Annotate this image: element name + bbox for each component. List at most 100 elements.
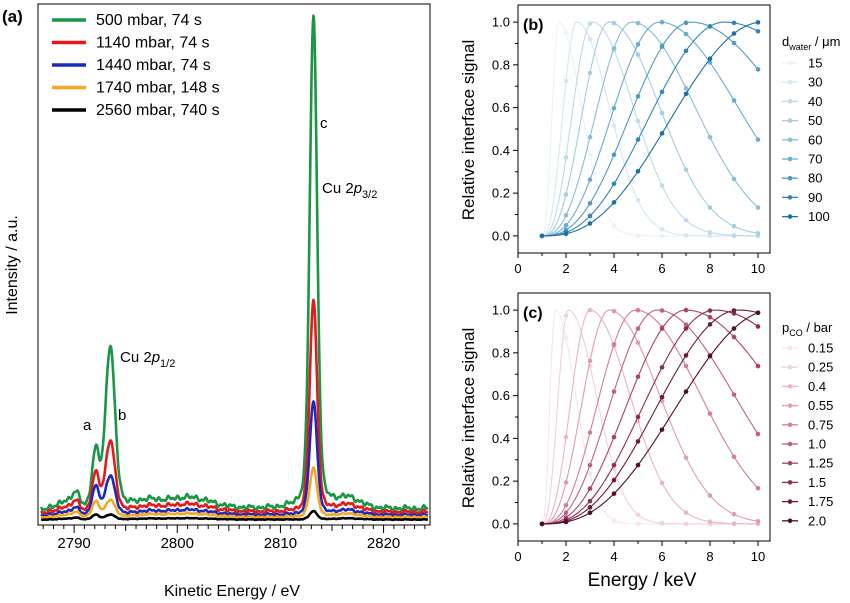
legend-swatch-marker [787, 480, 793, 485]
legend-swatch-marker [787, 214, 793, 219]
panel-a: (a) 2790 2800 2810 2820 Kinetic Energy / eV… [2, 3, 431, 600]
legend-swatch-marker [787, 137, 793, 143]
legend-label: 0.4 [808, 379, 826, 394]
panel-c: (c) Relative interface signal Energy / k… [459, 292, 833, 591]
series-point [731, 392, 737, 397]
series-line [541, 21, 759, 237]
panel-c-axes: 0 2 4 6 8 10 0.0 0.2 0.4 0.6 0.8 1.0 [492, 303, 765, 564]
series-point [563, 480, 569, 485]
legend-swatch-marker [787, 364, 793, 370]
legend-label: 0.75 [808, 417, 833, 432]
series-point [611, 462, 617, 468]
series-point [611, 123, 617, 128]
panel-a-legend-label: 2560 mbar, 740 s [96, 102, 220, 119]
panel-a-series-line [40, 509, 429, 522]
series-point [539, 521, 545, 527]
series-point [683, 322, 689, 328]
series-point [731, 223, 737, 229]
series-point [683, 363, 689, 369]
series-point [635, 439, 641, 444]
series-point [707, 314, 713, 320]
series-line [542, 21, 759, 237]
legend-swatch-marker [787, 118, 793, 123]
panel-a-legend-label: 1740 mbar, 148 s [96, 80, 220, 97]
series-point [683, 31, 689, 37]
legend-label: 15 [808, 56, 822, 71]
panel-a-y-label: Intensity / a.u. [4, 215, 21, 315]
series-point [659, 226, 665, 232]
series-point [635, 52, 641, 57]
x-tick-label: 0 [514, 261, 521, 276]
legend-label: 60 [808, 132, 822, 147]
series-point [563, 192, 569, 197]
series-point [755, 431, 761, 437]
panel-a-x-tick-label: 2820 [367, 535, 400, 552]
series-point [755, 310, 761, 316]
series-point [683, 20, 689, 26]
panel-c-legend: 0.15 0.25 0.4 0.55 0.75 1.0 1.25 1.5 1.75 2.0 [782, 341, 833, 528]
y-tick-label: 0.0 [492, 516, 510, 531]
series-point [707, 411, 713, 416]
panel-a-legend-label: 1440 mbar, 74 s [96, 57, 211, 74]
legend-swatch-marker [787, 384, 793, 389]
series-point [587, 134, 593, 140]
series-point [635, 462, 641, 468]
series-point [731, 98, 737, 103]
series-point [683, 510, 689, 515]
series-point [659, 427, 665, 432]
series-point [683, 353, 689, 358]
series-point [731, 31, 737, 36]
series-point [731, 40, 737, 46]
series-point [683, 217, 689, 223]
series-line [541, 309, 758, 525]
series-point [563, 434, 569, 440]
panel-b-label: (b) [523, 17, 543, 34]
annotation-cu-2p32: Cu 2p3/2 [322, 180, 377, 201]
series-point [731, 454, 737, 459]
x-tick-label: 8 [706, 549, 713, 564]
series-point [635, 414, 641, 420]
series-point [611, 152, 617, 158]
panel-a-legend-label: 1140 mbar, 74 s [96, 35, 210, 52]
legend-label: 50 [808, 113, 822, 128]
series-point [611, 223, 617, 228]
y-tick-label: 0.8 [492, 57, 510, 72]
panel-a-label: (a) [2, 7, 23, 26]
series-point [683, 48, 689, 54]
panel-a-series-line [40, 400, 429, 518]
series-point [659, 233, 665, 239]
series-point [635, 374, 641, 380]
series-point [659, 520, 665, 526]
legend-swatch-marker [787, 441, 793, 447]
series-point [659, 19, 665, 25]
series-point [731, 308, 737, 313]
series-point [563, 313, 569, 319]
legend-label: 30 [808, 75, 822, 90]
y-tick-label: 0.6 [492, 388, 510, 403]
series-point [635, 233, 641, 238]
series-point [635, 512, 641, 518]
panel-b-series [539, 19, 761, 239]
panel-a-series-line [40, 298, 429, 516]
legend-swatch-marker [787, 422, 793, 428]
legend-label: 70 [808, 152, 822, 167]
x-tick-label: 6 [658, 261, 665, 276]
series-point [611, 200, 617, 205]
series-point [683, 232, 689, 238]
series-point [683, 86, 689, 91]
series-point [707, 60, 713, 65]
series-point [683, 455, 689, 460]
series-point [563, 222, 569, 228]
panel-b-legend: 15 30 40 50 60 70 80 90 100 [782, 56, 830, 224]
series-point [707, 230, 713, 235]
series-line [541, 309, 758, 525]
legend-swatch-marker [787, 460, 793, 466]
series-point [635, 168, 641, 174]
series-point [587, 200, 593, 206]
series-point [611, 181, 617, 187]
x-tick-label: 8 [706, 261, 713, 276]
series-point [587, 486, 593, 491]
series-point [659, 394, 665, 400]
series-point [731, 511, 737, 517]
